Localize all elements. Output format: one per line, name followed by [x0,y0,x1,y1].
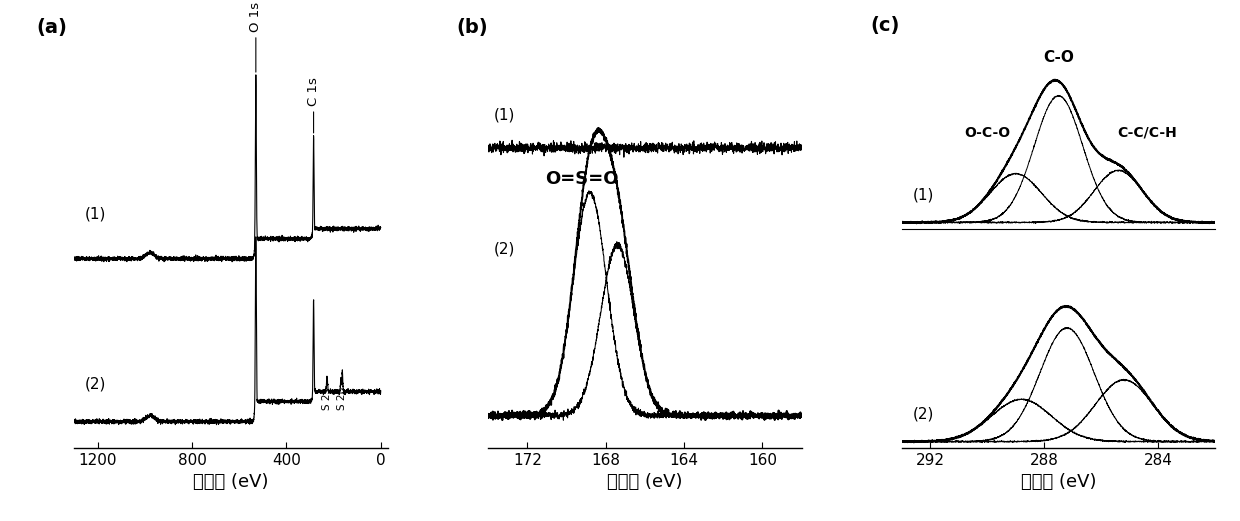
Text: O=S=O: O=S=O [546,170,619,189]
X-axis label: 结合能 (eV): 结合能 (eV) [608,474,682,491]
Text: (c): (c) [870,16,900,35]
Text: (1): (1) [913,188,935,203]
Text: C 1s: C 1s [308,77,320,106]
Text: O-C-O: O-C-O [965,126,1011,140]
Text: S 2s: S 2s [321,388,331,410]
Text: S 2p: S 2p [336,387,347,410]
Text: (2): (2) [86,376,107,391]
Text: (b): (b) [456,18,489,36]
Text: (2): (2) [913,407,935,422]
X-axis label: 结合能 (eV): 结合能 (eV) [1021,474,1096,491]
Text: O 1s: O 1s [249,2,263,32]
Text: (1): (1) [86,207,107,222]
Text: (2): (2) [494,241,516,256]
Text: C-C/C-H: C-C/C-H [1117,126,1177,140]
Text: (a): (a) [37,18,68,36]
Text: (1): (1) [494,107,516,122]
X-axis label: 结合能 (eV): 结合能 (eV) [193,474,269,491]
Text: C-O: C-O [1043,50,1074,65]
